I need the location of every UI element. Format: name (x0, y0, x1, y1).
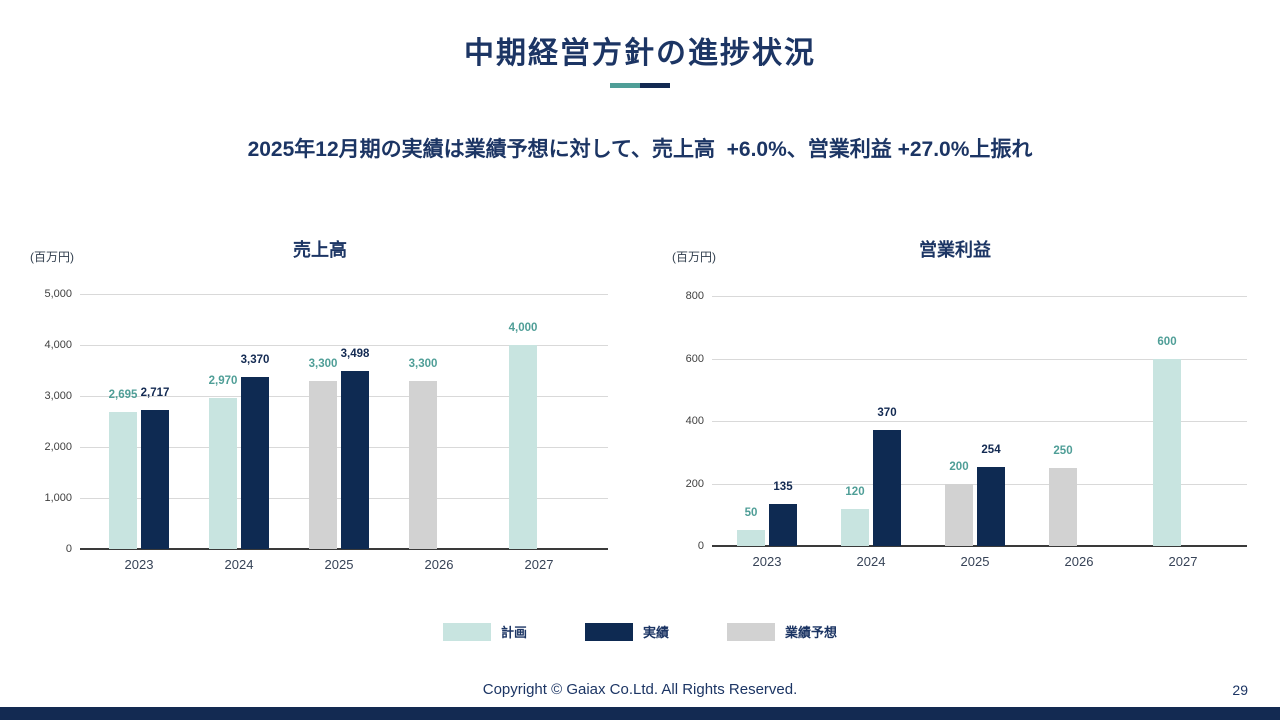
x-axis-tick-label: 2027 (1168, 554, 1198, 569)
bar-value-label-業績予想-2026: 3,300 (408, 357, 438, 370)
bar-value-label-業績予想-2025: 3,300 (308, 357, 338, 370)
y-axis-tick-label: 2,000 (44, 441, 72, 453)
bottom-accent-bar (0, 707, 1280, 720)
bar-実績-2024 (241, 377, 269, 549)
bar-計画-2027 (1153, 358, 1181, 546)
legend-label-actual: 実績 (642, 625, 669, 640)
bar-実績-2025 (341, 370, 369, 549)
bar-value-label-計画-2023: 2,695 (108, 388, 138, 401)
x-axis-tick-label: 2025 (960, 554, 990, 569)
y-axis-tick-label: 400 (685, 415, 704, 427)
y-axis-tick-label: 5,000 (44, 288, 72, 300)
bar-value-label-業績予想-2026: 250 (1053, 444, 1073, 457)
title-underline (610, 83, 670, 88)
revenue-unit-label: (百万円) (30, 250, 74, 264)
legend-item-forecast: 業績予想 (727, 622, 837, 641)
gridline (712, 296, 1247, 297)
x-axis-tick-label: 2026 (424, 557, 454, 572)
legend-label-plan: 計画 (500, 625, 527, 640)
forecast-swatch-icon (727, 622, 775, 641)
x-axis-tick-label: 2027 (524, 557, 554, 572)
title-underline-right (640, 83, 670, 88)
operating-profit-plot-area: 0 200 400 600 800 50 135 2023 120 370 2024 200 254 20… (686, 290, 1247, 569)
title-underline-left (610, 83, 640, 88)
bar-計画-2027 (509, 345, 537, 549)
gridline (712, 421, 1247, 422)
chart-legend: 計画 実績 業績予想 (0, 622, 1280, 641)
copyright-text: Copyright © Gaiax Co.Ltd. All Rights Res… (482, 681, 798, 698)
revenue-plot-area: 0 1,000 2,000 3,000 4,000 5,000 2,695 2,717 2023… (44, 288, 608, 572)
bar-業績予想-2026 (409, 380, 437, 549)
y-axis-tick-label: 3,000 (44, 390, 72, 402)
y-axis-tick-label: 600 (685, 352, 704, 365)
x-axis-tick-label: 2025 (324, 557, 354, 572)
gridline (80, 345, 608, 346)
slide-subtitle: 2025年12月期の実績は業績予想に対して、売上高 +6.0%、営業利益 +27… (247, 138, 1033, 161)
bar-value-label-実績-2024: 3,370 (240, 354, 270, 367)
x-axis-tick-label: 2023 (752, 554, 782, 569)
revenue-chart: 売上高 (百万円) 0 1,000 2,000 3,000 4,000 5,000 2,69… (30, 228, 610, 608)
x-axis-tick-label: 2024 (224, 557, 254, 572)
x-axis-line (80, 548, 608, 550)
bar-業績予想-2026 (1049, 467, 1077, 546)
gridline (80, 294, 608, 295)
bar-value-label-実績-2024: 370 (877, 407, 897, 420)
legend-label-forecast: 業績予想 (785, 625, 838, 640)
x-axis-tick-label: 2024 (856, 554, 886, 569)
y-axis-tick-label: 0 (65, 543, 72, 555)
x-axis-tick-label: 2026 (1064, 554, 1094, 569)
bar-計画-2024 (841, 508, 869, 546)
x-axis-tick-label: 2023 (124, 557, 154, 572)
page-title: 中期経営方針の進捗状況 (464, 37, 816, 70)
y-axis-tick-label: 0 (697, 540, 704, 552)
bar-value-label-計画-2023: 50 (744, 507, 758, 520)
bar-実績-2023 (141, 410, 169, 549)
x-axis-line (712, 545, 1247, 547)
actual-swatch-icon (584, 622, 633, 641)
bar-value-label-計画-2024: 120 (845, 485, 865, 498)
revenue-chart-title: 売上高 (293, 240, 347, 260)
operating-profit-unit-label: (百万円) (672, 250, 716, 264)
y-axis-tick-label: 800 (685, 290, 704, 302)
y-axis-tick-label: 4,000 (44, 339, 72, 351)
bar-計画-2024 (209, 397, 237, 549)
bar-業績予想-2025 (945, 483, 973, 546)
gridline (712, 358, 1247, 360)
y-axis-tick-label: 1,000 (44, 492, 72, 504)
bar-value-label-計画-2024: 2,970 (208, 374, 238, 387)
bar-実績-2023 (769, 503, 797, 546)
bar-value-label-実績-2023: 135 (773, 480, 793, 493)
legend-item-plan: 計画 (442, 622, 527, 641)
bar-value-label-計画-2027: 600 (1157, 335, 1177, 348)
bar-実績-2024 (873, 430, 901, 546)
plan-swatch-icon (442, 622, 491, 641)
bar-value-label-業績予想-2025: 200 (949, 460, 969, 473)
bar-value-label-実績-2023: 2,717 (140, 387, 170, 400)
bar-計画-2023 (109, 411, 137, 549)
bar-value-label-実績-2025: 3,498 (340, 347, 370, 360)
bar-value-label-実績-2025: 254 (981, 443, 1001, 456)
operating-profit-chart: 営業利益 (百万円) 0 200 400 600 800 50 135 2023 120 370 2… (660, 228, 1250, 608)
legend-item-actual: 実績 (584, 622, 669, 641)
bar-value-label-計画-2027: 4,000 (508, 322, 538, 334)
operating-profit-chart-title: 営業利益 (919, 240, 991, 260)
bar-実績-2025 (977, 466, 1005, 546)
bar-業績予想-2025 (309, 380, 337, 549)
page-number: 29 (1232, 682, 1248, 698)
bar-計画-2023 (737, 530, 765, 546)
y-axis-tick-label: 200 (685, 477, 704, 490)
